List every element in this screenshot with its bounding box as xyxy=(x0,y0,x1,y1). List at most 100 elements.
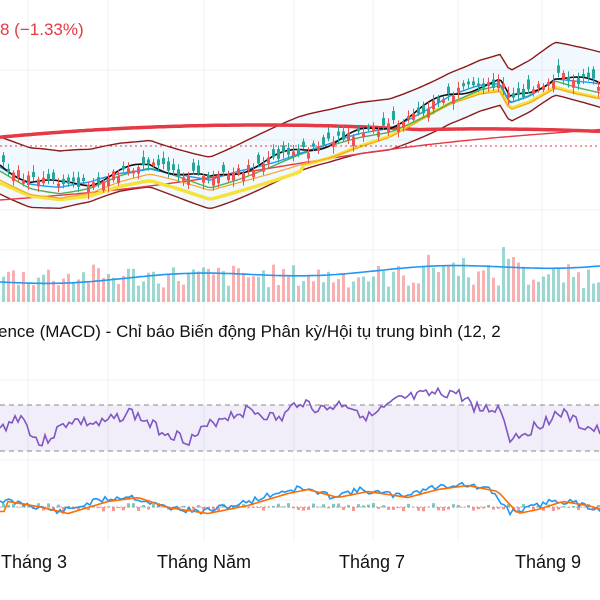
candle-body xyxy=(72,177,75,182)
candle-body xyxy=(142,157,145,166)
candle-body xyxy=(132,170,135,174)
volume-bar xyxy=(567,264,570,302)
volume-bar xyxy=(167,274,170,302)
candle-body xyxy=(57,183,60,187)
candle-body xyxy=(152,162,155,166)
volume-bar xyxy=(27,283,30,302)
volume-bar xyxy=(17,284,20,302)
candle-body xyxy=(512,93,515,98)
macd-histogram-bar xyxy=(367,504,370,508)
macd-histogram-bar xyxy=(412,506,415,508)
volume-bar xyxy=(592,283,595,302)
candle-body xyxy=(82,177,85,182)
candle-body xyxy=(372,125,375,132)
volume-bar xyxy=(367,281,370,302)
macd-histogram-bar xyxy=(282,506,285,508)
volume-bar xyxy=(122,275,125,302)
candle-body xyxy=(557,65,560,73)
candle-body xyxy=(207,174,210,179)
candle-body xyxy=(477,83,480,87)
candle-body xyxy=(212,177,215,186)
macd-histogram-bar xyxy=(257,507,260,508)
x-axis-label-september: Tháng 9 xyxy=(514,552,582,572)
candle-body xyxy=(577,78,580,85)
volume-bar xyxy=(562,282,565,302)
candle-body xyxy=(457,87,460,92)
candle-body xyxy=(432,100,435,110)
candle-body xyxy=(27,175,30,186)
candle-body xyxy=(507,92,510,98)
candle-body xyxy=(522,88,525,98)
candle-body xyxy=(452,95,455,104)
macd-histogram-bar xyxy=(107,506,110,508)
candle-body xyxy=(362,132,365,138)
volume-bar xyxy=(112,277,115,302)
volume-bar xyxy=(247,277,250,302)
volume-bar xyxy=(427,254,430,302)
macd-histogram-bar xyxy=(387,507,390,510)
candle-body xyxy=(312,143,315,147)
volume-bar xyxy=(307,274,310,302)
macd-histogram-bar xyxy=(472,507,475,511)
candle-body xyxy=(282,145,285,153)
macd-histogram-bar xyxy=(382,505,385,508)
candle-body xyxy=(2,155,5,163)
volume-bar xyxy=(162,287,165,302)
candle-body xyxy=(187,176,190,185)
macd-histogram-bar xyxy=(62,507,65,512)
macd-histogram-bar xyxy=(462,507,465,508)
ma-200-line xyxy=(0,123,600,139)
macd-histogram-bar xyxy=(47,503,50,508)
volume-bar xyxy=(462,258,465,302)
macd-histogram-bar xyxy=(377,507,380,509)
macd-histogram-bar xyxy=(482,507,485,509)
candle-body xyxy=(437,97,440,103)
volume-bar xyxy=(202,267,205,302)
volume-bar xyxy=(187,272,190,302)
volume-bar xyxy=(412,282,415,302)
volume-bar xyxy=(492,277,495,302)
volume-bar xyxy=(382,270,385,302)
volume-bar xyxy=(392,271,395,302)
macd-histogram-bar xyxy=(497,507,500,509)
macd-histogram-bar xyxy=(287,503,290,508)
macd-histogram-bar xyxy=(237,504,240,508)
macd-histogram-bar xyxy=(442,507,445,511)
volume-bar xyxy=(432,267,435,302)
macd-histogram-bar xyxy=(592,507,595,511)
macd-histogram-bar xyxy=(87,507,90,511)
volume-bar xyxy=(387,286,390,302)
candle-body xyxy=(582,74,585,78)
macd-histogram-bar xyxy=(52,507,55,509)
rsi-band xyxy=(0,405,600,451)
volume-bar xyxy=(572,276,575,302)
volume-bar xyxy=(357,277,360,302)
candle-body xyxy=(17,170,20,178)
candle-body xyxy=(22,180,25,184)
candle-body xyxy=(392,111,395,121)
macd-histogram-bar xyxy=(322,504,325,508)
volume-bar xyxy=(482,270,485,302)
volume-bar xyxy=(512,256,515,302)
macd-histogram-bar xyxy=(37,503,40,508)
macd-signal-line xyxy=(0,484,600,515)
macd-histogram-bar xyxy=(247,507,250,509)
candle-body xyxy=(322,137,325,145)
macd-histogram-bar xyxy=(262,507,265,511)
volume-bar xyxy=(2,276,5,302)
candle-body xyxy=(422,104,425,114)
volume-bar xyxy=(72,282,75,302)
candle-body xyxy=(332,141,335,147)
candle-body xyxy=(377,131,380,137)
macd-histogram-bar xyxy=(337,503,340,508)
candle-body xyxy=(567,76,570,82)
candle-body xyxy=(472,81,475,86)
volume-bar xyxy=(62,278,65,302)
ma-yellow-line xyxy=(0,85,600,202)
macd-histogram-bar xyxy=(437,507,440,511)
volume-bar xyxy=(117,283,120,302)
candle-body xyxy=(412,113,415,120)
volume-bar xyxy=(232,265,235,302)
macd-histogram-bar xyxy=(597,504,600,508)
